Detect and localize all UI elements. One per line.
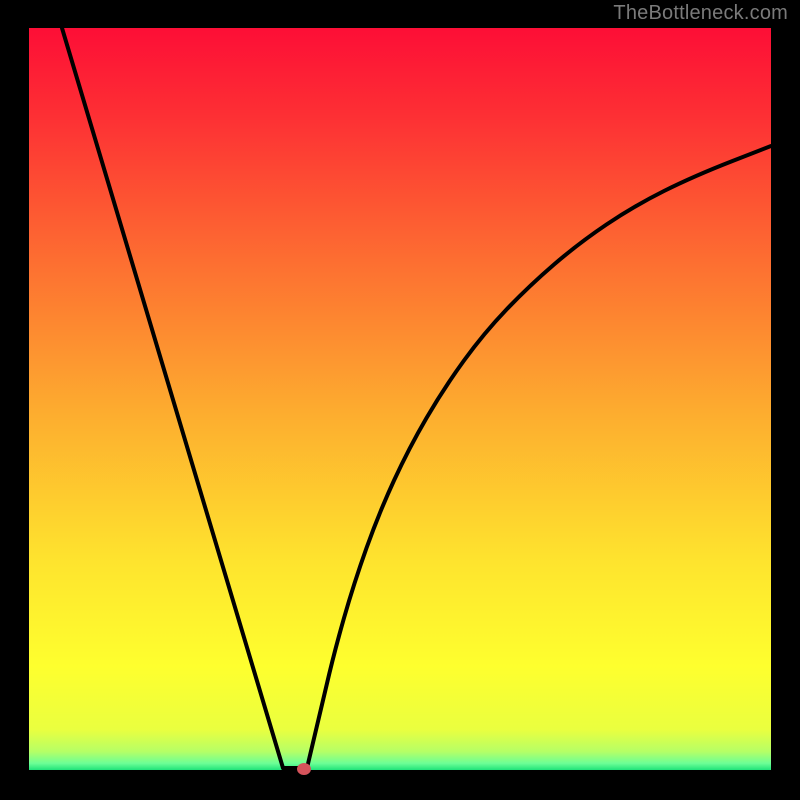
- curve-path: [62, 28, 771, 768]
- plot-frame: [29, 28, 771, 770]
- bottleneck-curve: [29, 28, 771, 770]
- valley-marker: [297, 763, 311, 775]
- attribution-text: TheBottleneck.com: [613, 2, 788, 25]
